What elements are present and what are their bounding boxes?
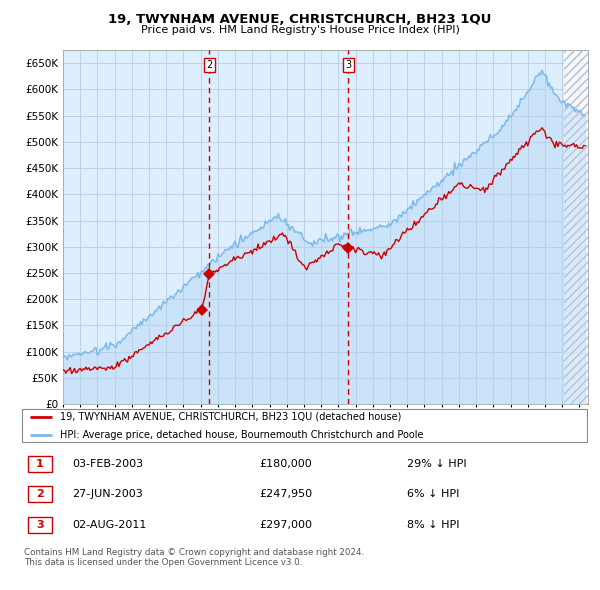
Text: £247,950: £247,950 [259,489,312,499]
Text: 27-JUN-2003: 27-JUN-2003 [72,489,143,499]
FancyBboxPatch shape [22,408,587,442]
Text: Price paid vs. HM Land Registry's House Price Index (HPI): Price paid vs. HM Land Registry's House … [140,25,460,35]
Text: 2: 2 [206,60,212,70]
Text: 3: 3 [346,60,352,70]
Text: £297,000: £297,000 [259,520,312,530]
Text: 2: 2 [36,489,44,499]
Text: 8% ↓ HPI: 8% ↓ HPI [407,520,459,530]
Text: 3: 3 [36,520,44,530]
Text: Contains HM Land Registry data © Crown copyright and database right 2024.
This d: Contains HM Land Registry data © Crown c… [24,548,364,567]
Text: 6% ↓ HPI: 6% ↓ HPI [407,489,459,499]
Text: 19, TWYNHAM AVENUE, CHRISTCHURCH, BH23 1QU: 19, TWYNHAM AVENUE, CHRISTCHURCH, BH23 1… [109,13,491,26]
Text: 03-FEB-2003: 03-FEB-2003 [72,458,143,468]
Text: 29% ↓ HPI: 29% ↓ HPI [407,458,466,468]
Text: 19, TWYNHAM AVENUE, CHRISTCHURCH, BH23 1QU (detached house): 19, TWYNHAM AVENUE, CHRISTCHURCH, BH23 1… [59,412,401,422]
Text: £180,000: £180,000 [259,458,312,468]
FancyBboxPatch shape [28,455,52,471]
Bar [563,50,588,404]
FancyBboxPatch shape [28,517,52,533]
Text: 02-AUG-2011: 02-AUG-2011 [72,520,146,530]
Text: 1: 1 [36,458,44,468]
Bar [563,50,588,404]
FancyBboxPatch shape [28,486,52,502]
Text: HPI: Average price, detached house, Bournemouth Christchurch and Poole: HPI: Average price, detached house, Bour… [59,430,423,440]
